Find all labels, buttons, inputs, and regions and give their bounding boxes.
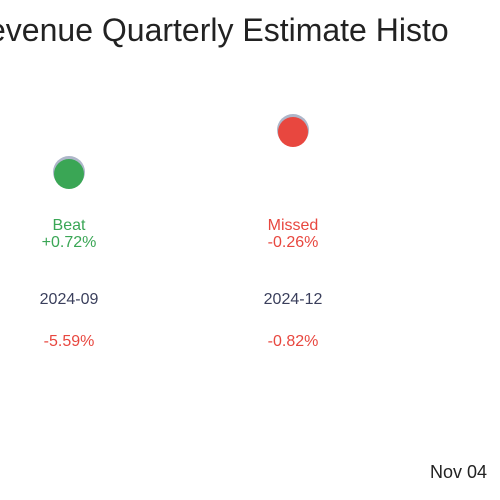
result-label: Missed -0.26% (268, 217, 319, 251)
result-text: Missed (267, 217, 319, 234)
surprise-dot (278, 117, 308, 147)
surprise-text: +0.72% (41, 234, 97, 251)
estimate-change-label: -0.82% (267, 333, 319, 350)
chart-title: evenue Quarterly Estimate Histo (0, 12, 449, 48)
footer-date: Nov 04 (430, 462, 488, 482)
result-label: Beat +0.72% (42, 217, 97, 251)
surprise-text: -0.26% (267, 234, 319, 251)
period-label: 2024-09 (39, 291, 99, 308)
period-label: 2024-12 (263, 291, 323, 308)
surprise-dot (54, 159, 84, 189)
estimate-change-label: -5.59% (43, 333, 95, 350)
result-text: Beat (52, 217, 86, 234)
